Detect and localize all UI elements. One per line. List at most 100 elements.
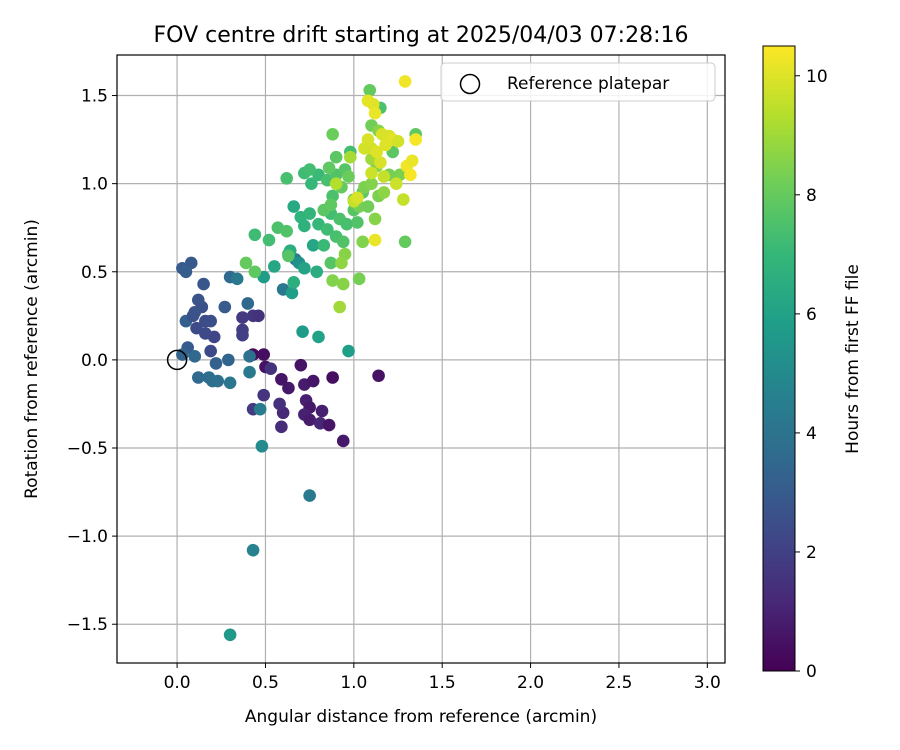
data-point: [374, 156, 387, 169]
data-point: [326, 128, 339, 141]
data-point: [209, 357, 223, 370]
data-point: [312, 330, 325, 344]
data-point: [352, 272, 366, 286]
data-point: [241, 297, 255, 310]
data-point: [333, 300, 346, 314]
data-point: [321, 223, 334, 236]
data-point: [342, 344, 355, 358]
data-points: [176, 75, 422, 642]
legend-box: [440, 62, 716, 102]
data-point: [223, 376, 237, 390]
data-point: [368, 212, 382, 226]
colorbar-label: Hours from first FF file: [843, 264, 863, 454]
data-point: [317, 239, 331, 252]
data-point: [336, 235, 350, 249]
data-point: [365, 166, 378, 180]
legend-entry-reference-platepar: Reference platepar: [507, 74, 669, 94]
data-point: [204, 314, 217, 328]
colorbar-tick-label: 10: [806, 67, 828, 87]
data-point: [262, 233, 276, 247]
data-point: [377, 170, 391, 183]
data-point: [303, 413, 316, 427]
x-axis-label: Angular distance from reference (arcmin): [245, 707, 597, 727]
x-tick-label: 0.0: [164, 673, 191, 693]
data-point: [298, 261, 311, 275]
data-point: [398, 75, 412, 88]
data-point: [230, 272, 244, 286]
data-point: [361, 200, 375, 213]
y-tick-label: 0.5: [81, 263, 108, 283]
y-axis-ticks: −1.5 −1.0 −0.5 0.0 0.5 1.0 1.5: [67, 87, 117, 635]
data-point: [370, 145, 384, 159]
data-point: [365, 177, 378, 190]
data-point: [239, 256, 253, 270]
data-point: [305, 177, 318, 190]
data-point: [361, 133, 375, 146]
data-point: [326, 371, 339, 384]
data-point: [324, 198, 338, 212]
data-point: [192, 293, 205, 307]
data-point: [197, 277, 210, 291]
data-point: [377, 186, 391, 199]
data-point: [315, 404, 329, 418]
data-point: [340, 217, 354, 231]
data-point: [329, 150, 343, 164]
data-point: [326, 274, 339, 287]
data-point: [222, 353, 235, 367]
x-tick-label: 1.5: [429, 673, 456, 693]
data-point: [285, 286, 299, 300]
data-point: [294, 358, 308, 372]
legend-marker-icon: [459, 73, 481, 95]
data-point: [303, 207, 316, 220]
data-point: [361, 94, 375, 108]
data-point: [375, 128, 389, 141]
data-point: [273, 397, 286, 411]
data-point: [255, 439, 269, 453]
x-tick-label: 3.0: [694, 673, 721, 693]
data-point: [379, 138, 392, 152]
colorbar-ticks: 0 2 4 6 8 10: [795, 67, 828, 682]
data-point: [363, 83, 377, 97]
data-point: [344, 150, 357, 164]
x-tick-label: 2.5: [605, 673, 632, 693]
colorbar-tick-label: 4: [806, 424, 817, 444]
data-point: [176, 348, 189, 361]
data-point: [372, 369, 385, 383]
data-point: [329, 177, 343, 190]
data-point: [322, 418, 336, 432]
x-tick-label: 2.0: [517, 673, 544, 693]
data-point: [188, 305, 202, 319]
data-point: [397, 193, 410, 206]
data-point: [252, 309, 265, 323]
data-point: [322, 161, 336, 175]
data-point: [336, 277, 350, 291]
data-point: [324, 256, 338, 270]
data-point: [280, 224, 293, 238]
data-point: [188, 350, 202, 363]
data-point: [223, 628, 237, 642]
data-point: [310, 265, 324, 279]
data-point: [243, 365, 256, 379]
data-point: [306, 374, 320, 388]
data-point: [368, 106, 382, 120]
data-point: [199, 327, 212, 340]
y-tick-label: 1.0: [81, 175, 108, 195]
data-point: [335, 256, 348, 270]
data-point: [282, 381, 295, 395]
data-point: [257, 388, 270, 402]
y-tick-label: −1.0: [67, 527, 108, 547]
data-point: [275, 420, 288, 434]
data-point: [236, 311, 249, 324]
colorbar: [762, 45, 796, 672]
y-axis-label: Rotation from reference (arcmin): [22, 219, 42, 499]
data-point: [246, 543, 260, 557]
data-point: [179, 265, 193, 279]
data-point: [236, 328, 249, 342]
data-point: [248, 228, 262, 242]
data-point: [389, 177, 403, 190]
data-point: [351, 216, 364, 229]
colorbar-tick-label: 6: [806, 305, 817, 325]
data-point: [404, 168, 417, 182]
data-point: [303, 489, 316, 502]
